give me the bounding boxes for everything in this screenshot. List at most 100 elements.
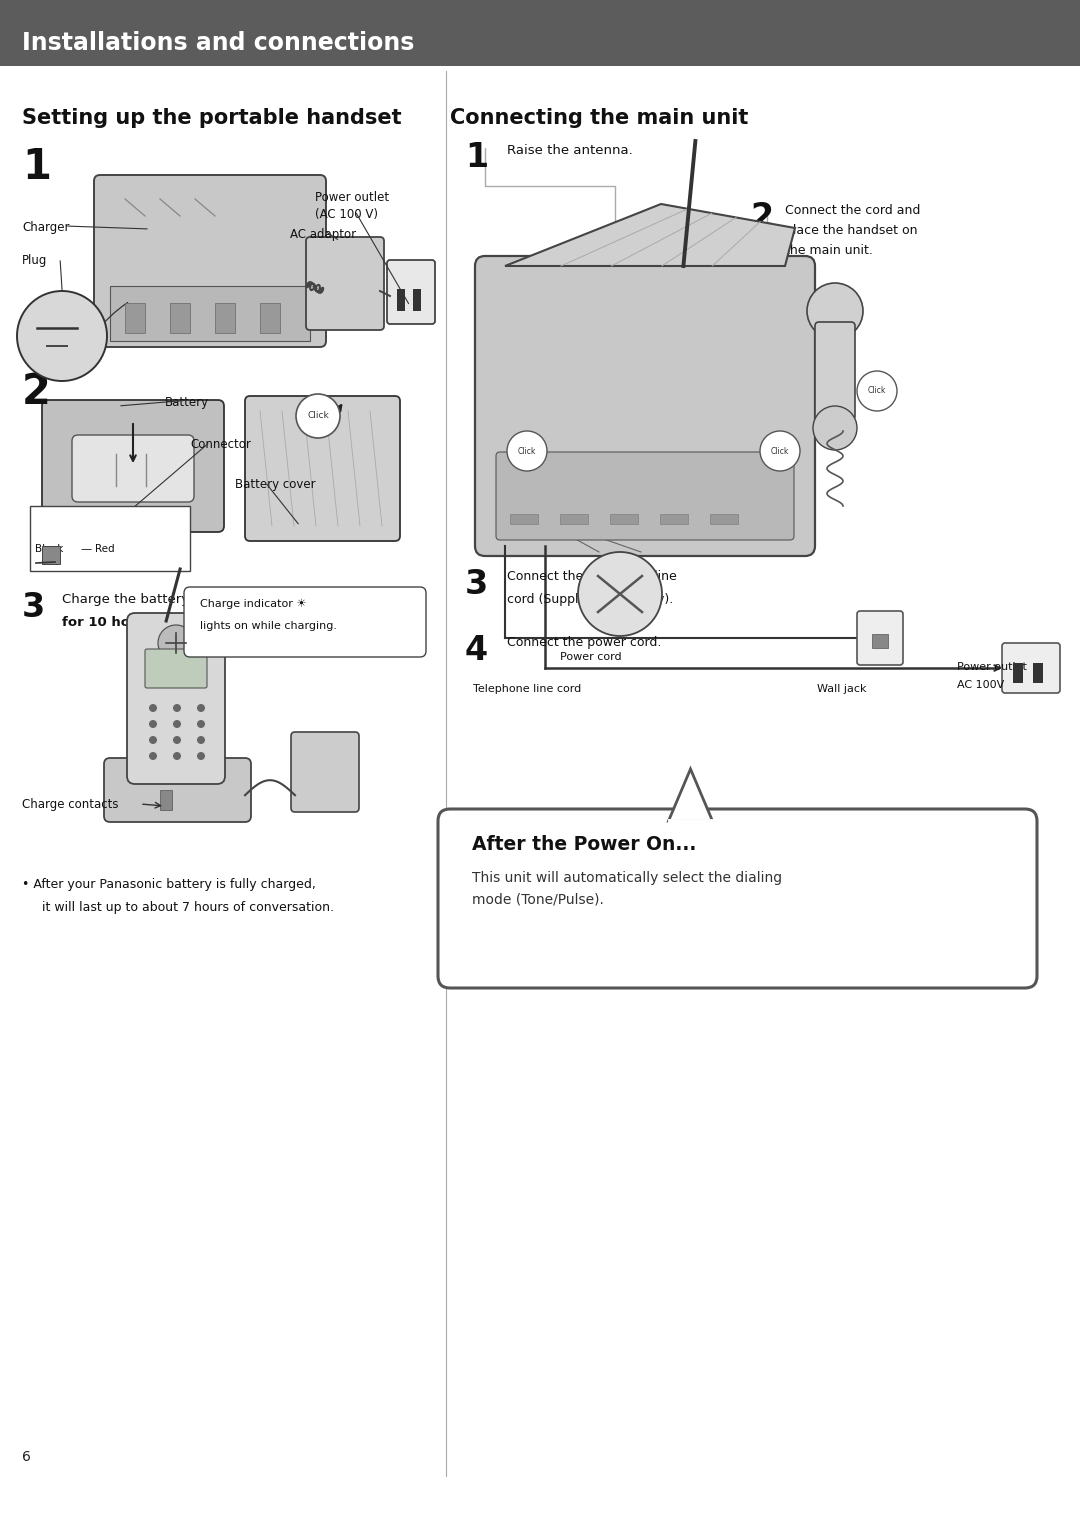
FancyBboxPatch shape	[858, 610, 903, 665]
Circle shape	[296, 394, 340, 438]
Bar	[1032, 662, 1043, 684]
Circle shape	[760, 430, 800, 472]
Text: Connect the power cord.: Connect the power cord.	[507, 636, 661, 649]
Bar	[561, 514, 588, 523]
FancyBboxPatch shape	[72, 435, 194, 502]
Text: it will last up to about 7 hours of conversation.: it will last up to about 7 hours of conv…	[42, 900, 334, 914]
Text: Setting up the portable handset: Setting up the portable handset	[22, 108, 402, 128]
Bar	[872, 633, 888, 649]
Bar	[0, 0, 1080, 66]
Text: Charge contacts: Charge contacts	[22, 798, 119, 810]
Text: place the handset on: place the handset on	[785, 224, 918, 237]
Bar	[170, 304, 190, 333]
Text: Telephone line cord: Telephone line cord	[473, 684, 581, 694]
Text: Connect the telephone line: Connect the telephone line	[507, 571, 677, 583]
Text: Plug: Plug	[22, 253, 48, 267]
Bar	[413, 288, 421, 311]
Text: 2: 2	[750, 201, 773, 233]
Bar	[260, 304, 280, 333]
Circle shape	[197, 703, 205, 713]
FancyBboxPatch shape	[42, 400, 224, 533]
Circle shape	[158, 626, 194, 661]
Text: Raise the antenna.: Raise the antenna.	[507, 143, 633, 157]
FancyBboxPatch shape	[94, 175, 326, 346]
Circle shape	[807, 282, 863, 339]
FancyBboxPatch shape	[245, 397, 400, 542]
Text: Charger: Charger	[22, 221, 69, 233]
Bar	[1013, 662, 1023, 684]
Text: Wall jack: Wall jack	[816, 684, 866, 694]
Text: Installations and connections: Installations and connections	[22, 31, 415, 55]
FancyBboxPatch shape	[496, 452, 794, 540]
Text: Connector: Connector	[190, 438, 251, 452]
Circle shape	[149, 752, 157, 760]
Text: Power outlet: Power outlet	[315, 191, 389, 204]
Bar	[125, 304, 145, 333]
Text: the main unit.: the main unit.	[785, 244, 873, 256]
FancyBboxPatch shape	[387, 259, 435, 324]
Bar	[215, 304, 235, 333]
Text: 3: 3	[22, 591, 45, 624]
Bar	[710, 514, 738, 523]
Bar	[660, 514, 688, 523]
Text: 1: 1	[22, 146, 51, 188]
FancyBboxPatch shape	[184, 588, 426, 658]
Text: • After your Panasonic battery is fully charged,: • After your Panasonic battery is fully …	[22, 877, 315, 891]
Circle shape	[813, 406, 858, 450]
Text: After the Power On...: After the Power On...	[472, 835, 697, 855]
FancyBboxPatch shape	[815, 322, 855, 420]
Text: Power cord: Power cord	[561, 652, 622, 662]
Text: for 10 hours.: for 10 hours.	[62, 617, 159, 629]
Text: AC adaptor: AC adaptor	[291, 227, 356, 241]
Bar	[610, 514, 638, 523]
Text: Power outlet: Power outlet	[957, 662, 1027, 671]
FancyBboxPatch shape	[127, 613, 225, 784]
Circle shape	[197, 736, 205, 745]
Bar	[160, 790, 172, 810]
FancyBboxPatch shape	[306, 237, 384, 330]
Polygon shape	[505, 204, 795, 266]
Text: AC 100V: AC 100V	[957, 681, 1004, 690]
Text: (AC 100 V): (AC 100 V)	[315, 208, 378, 221]
Bar	[30, 507, 190, 571]
Text: Click: Click	[307, 412, 329, 421]
Text: Click: Click	[771, 447, 789, 455]
Circle shape	[149, 736, 157, 745]
Circle shape	[149, 703, 157, 713]
Text: Connect the cord and: Connect the cord and	[785, 204, 920, 217]
Text: lights on while charging.: lights on while charging.	[200, 621, 337, 630]
Bar	[110, 285, 310, 340]
Polygon shape	[669, 769, 713, 821]
Text: Connecting the main unit: Connecting the main unit	[450, 108, 748, 128]
Text: Click: Click	[517, 447, 536, 455]
Text: 4: 4	[465, 633, 488, 667]
Text: Battery cover: Battery cover	[235, 478, 315, 491]
Circle shape	[173, 720, 181, 728]
Circle shape	[507, 430, 546, 472]
Circle shape	[858, 371, 897, 410]
Text: cord (Supplied accessory).: cord (Supplied accessory).	[507, 594, 673, 606]
Text: —: —	[80, 543, 91, 554]
FancyBboxPatch shape	[475, 256, 815, 555]
FancyBboxPatch shape	[145, 649, 207, 688]
Polygon shape	[192, 626, 225, 652]
Circle shape	[173, 752, 181, 760]
Circle shape	[149, 720, 157, 728]
Circle shape	[173, 703, 181, 713]
Circle shape	[197, 720, 205, 728]
Text: 2: 2	[22, 371, 51, 414]
Text: Click: Click	[868, 386, 887, 395]
FancyBboxPatch shape	[438, 809, 1037, 987]
FancyBboxPatch shape	[291, 732, 359, 812]
Circle shape	[578, 552, 662, 636]
Text: 1: 1	[465, 140, 488, 174]
Text: This unit will automatically select the dialing
mode (Tone/Pulse).: This unit will automatically select the …	[472, 871, 782, 906]
Bar	[510, 514, 538, 523]
Text: Battery: Battery	[165, 397, 210, 409]
Text: 3: 3	[465, 568, 488, 601]
Text: 6: 6	[22, 1450, 31, 1463]
FancyBboxPatch shape	[104, 758, 251, 823]
Circle shape	[17, 291, 107, 382]
Text: Black: Black	[35, 543, 64, 554]
Bar	[397, 288, 405, 311]
